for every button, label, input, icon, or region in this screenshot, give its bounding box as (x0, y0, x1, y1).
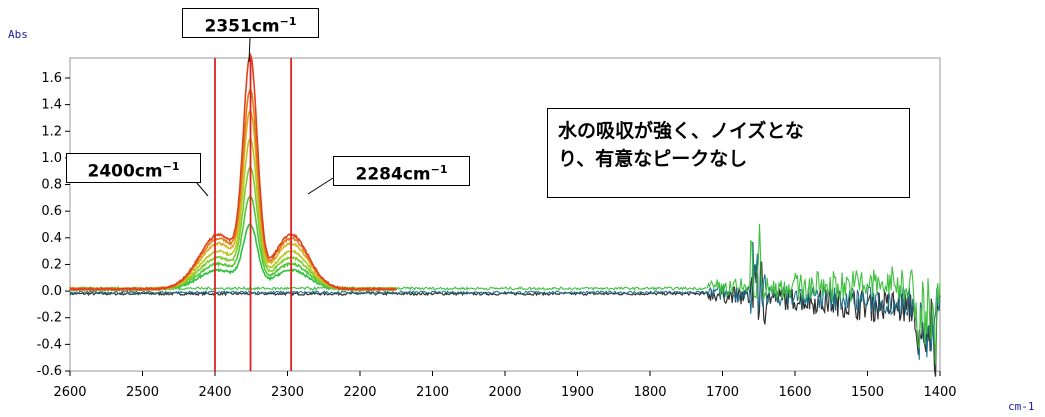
x-tick-label: 2000 (488, 385, 521, 400)
peak-label-2284: 2284cm−1 (333, 156, 470, 186)
callout-pointers (195, 37, 334, 197)
peak-label-2351-text: 2351cm (204, 16, 280, 37)
y-tick-label: -0.4 (37, 337, 62, 352)
peak-label-2400: 2400cm−1 (66, 153, 201, 183)
y-tick-label: -0.6 (37, 364, 62, 379)
x-tick-label: 2600 (53, 385, 86, 400)
x-tick-label: 1400 (923, 385, 956, 400)
y-tick-label: -0.2 (37, 311, 62, 326)
plot-frame (69, 57, 941, 372)
y-tick-label: 1.4 (41, 98, 62, 113)
pointer-2351 (248, 37, 251, 63)
x-tick-label: 2500 (126, 385, 159, 400)
reference-lines (214, 58, 293, 371)
y-tick-label: 0.6 (41, 204, 62, 219)
pointer-2284 (307, 177, 334, 195)
x-tick-label: 2200 (343, 385, 376, 400)
x-tick-label: 1500 (851, 385, 884, 400)
y-tick-label: 0.8 (41, 178, 62, 193)
peak-label-2351: 2351cm−1 (182, 8, 319, 38)
x-tick-label: 1900 (561, 385, 594, 400)
note-line-1: 水の吸収が強く、ノイズとな (558, 120, 804, 142)
peak-label-2351-sup: −1 (279, 15, 297, 28)
x-tick-label: 1800 (633, 385, 666, 400)
x-tick-label: 1600 (778, 385, 811, 400)
peak-label-2284-sup: −1 (430, 163, 448, 176)
y-tick-label: 0.4 (41, 231, 62, 246)
y-tick-label: 0.0 (41, 284, 62, 299)
y-axis-unit-label: Abs (8, 28, 28, 41)
note-box: 水の吸収が強く、ノイズとな り、有意なピークなし (547, 108, 910, 198)
y-tick-label: 0.2 (41, 257, 62, 272)
y-tick-label: 1.0 (41, 151, 62, 166)
pointer-2400 (195, 181, 209, 197)
note-line-2: り、有意なピークなし (558, 148, 748, 170)
absorbance-series-1 (69, 52, 397, 292)
peak-label-2400-text: 2400cm (87, 161, 163, 182)
absorbance-series-3 (69, 108, 397, 292)
x-axis-ticks: 2600 2500 2400 2300 2200 2100 2000 1900 1800 1700… (53, 371, 957, 400)
x-tick-label: 2400 (198, 385, 231, 400)
y-axis-ticks: 1.6 1.4 1.2 1.0 0.8 0.6 0.4 0.2 0.0 -0.2 -0.4 -0.6 (37, 71, 70, 379)
x-tick-label: 1700 (706, 385, 739, 400)
peak-label-2400-sup: −1 (162, 160, 180, 173)
y-tick-label: 1.6 (41, 71, 62, 86)
spectrum-series (69, 52, 941, 377)
peak-label-2284-text: 2284cm (355, 164, 431, 185)
x-axis-unit-label: cm-1 (1008, 400, 1035, 413)
x-tick-label: 2100 (416, 385, 449, 400)
x-tick-label: 2300 (271, 385, 304, 400)
y-tick-label: 1.2 (41, 124, 62, 139)
absorbance-series-6 (69, 194, 397, 293)
